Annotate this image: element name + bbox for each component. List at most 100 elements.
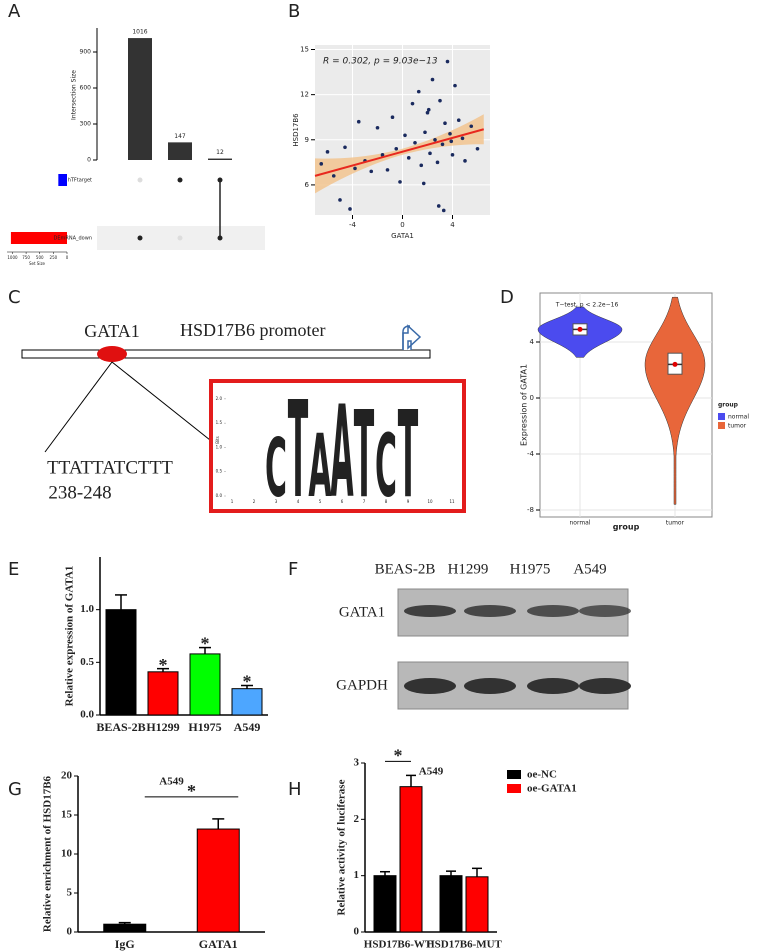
x-tick-label: HSD17B6-WT — [364, 939, 433, 951]
panel-letter: G — [8, 779, 22, 800]
y-tick-label: 0 — [354, 926, 360, 938]
x-tick-label: 0 — [400, 221, 404, 229]
legend-title: group — [718, 402, 739, 409]
violin — [644, 296, 706, 505]
y-tick-label: 300 — [80, 121, 92, 128]
significance: * — [159, 655, 168, 675]
point — [456, 118, 461, 123]
panel-letter: A — [8, 1, 21, 22]
bar — [439, 875, 463, 933]
bar — [103, 923, 147, 933]
x-tick-label: 4 — [450, 221, 455, 229]
point — [403, 133, 407, 138]
logo-frame — [209, 379, 466, 513]
y-axis-label: Relative activity of luciferase — [336, 779, 348, 915]
y-tick-label: 12 — [300, 91, 309, 99]
y-tick-label: 6 — [305, 181, 310, 189]
set-size-bar — [58, 174, 67, 186]
legend-label: normal — [728, 414, 749, 421]
band — [527, 678, 579, 694]
pointer — [111, 361, 211, 441]
lane-label: H1975 — [510, 561, 551, 577]
x-tick-label: 250 — [50, 255, 58, 260]
promoter-label: HSD17B6 promoter — [180, 320, 326, 340]
point — [445, 59, 450, 64]
point — [428, 151, 432, 156]
value-label: 147 — [174, 133, 186, 140]
point — [430, 77, 435, 82]
point — [385, 168, 390, 172]
matrix-dot — [177, 235, 183, 241]
legend-swatch — [718, 413, 725, 420]
value-label: 12 — [216, 149, 224, 156]
bar — [168, 142, 192, 160]
point — [325, 150, 330, 154]
y-tick-label: 0 — [87, 157, 91, 164]
x-tick-label: A549 — [234, 720, 261, 734]
logo-letter: T — [354, 385, 375, 525]
row-label: GATA1 — [339, 604, 385, 620]
significance: * — [201, 634, 210, 654]
bar — [208, 158, 232, 160]
point — [433, 137, 437, 142]
matrix-dot — [137, 177, 143, 183]
chart-title: A549 — [159, 776, 184, 788]
matrix-dot — [217, 177, 223, 183]
logo-letter: A — [308, 417, 331, 517]
logo-letter: A — [330, 379, 353, 526]
point — [435, 160, 440, 165]
point — [410, 101, 415, 106]
row-label: GAPDH — [336, 677, 388, 693]
binding-site — [97, 346, 127, 362]
y-tick-label: 15 — [61, 809, 73, 821]
y-tick-label: 2.0 — [216, 396, 223, 401]
point — [338, 198, 342, 202]
x-tick-label: 10 — [427, 499, 433, 504]
y-tick-label: 600 — [80, 85, 92, 92]
x-tick-label: 5 — [319, 499, 322, 504]
point — [443, 121, 447, 126]
matrix-dot — [137, 235, 143, 241]
point — [380, 153, 385, 157]
y-tick-label: 20 — [61, 770, 73, 782]
band — [579, 605, 631, 617]
point — [369, 169, 374, 174]
panel-letter: B — [288, 1, 300, 22]
point — [438, 98, 442, 103]
bar — [399, 786, 423, 933]
y-tick-label: 5 — [67, 887, 73, 899]
x-tick-label: 750 — [22, 255, 30, 260]
point — [331, 174, 336, 178]
bar — [147, 671, 179, 716]
point — [436, 204, 441, 208]
y-tick-label: 4 — [530, 338, 535, 346]
value-label: 1016 — [132, 29, 147, 36]
set-size-bar — [10, 232, 67, 244]
x-tick-label: 9 — [407, 499, 410, 504]
logo-letter: C — [375, 417, 397, 517]
legend-swatch — [507, 770, 521, 779]
annotation: R = 0.302, p = 9.03e−13 — [323, 57, 438, 67]
point — [419, 163, 424, 168]
x-tick-label: 6 — [341, 499, 344, 504]
point — [353, 166, 357, 171]
y-tick-label: 0 — [67, 926, 73, 938]
point — [426, 107, 431, 112]
y-tick-label: -8 — [527, 506, 534, 514]
x-tick-label: -4 — [349, 221, 357, 229]
promoter-strand — [21, 349, 431, 359]
x-tick-label: 7 — [363, 499, 366, 504]
y-axis-label: Intersection Size — [71, 70, 78, 120]
x-tick-label: IgG — [115, 937, 135, 951]
x-tick-label: 2 — [253, 499, 256, 504]
y-axis-label: Expression of GATA1 — [520, 364, 529, 446]
point — [394, 147, 399, 151]
y-axis-label: Bits — [215, 436, 220, 444]
point — [343, 145, 347, 150]
x-tick-label: 3 — [275, 499, 278, 504]
panel-letter: E — [8, 559, 19, 580]
point — [423, 130, 427, 135]
point — [440, 142, 445, 147]
bar — [128, 38, 152, 160]
x-tick-label: 11 — [449, 499, 455, 504]
